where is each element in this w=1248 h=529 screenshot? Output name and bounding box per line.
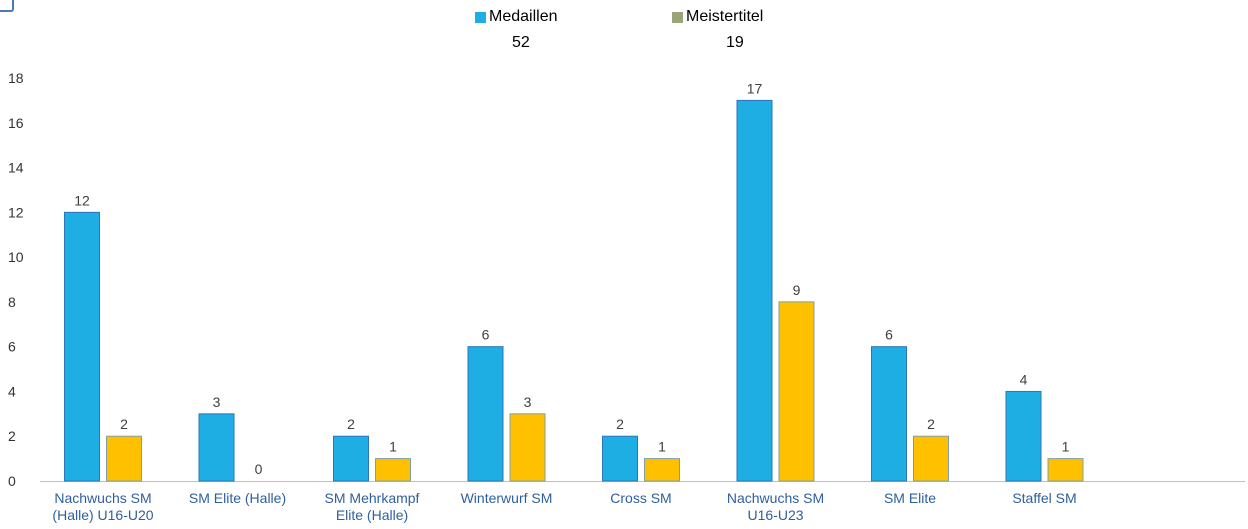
- bar-meistertitel: [913, 435, 949, 482]
- bar-meistertitel: [106, 435, 142, 482]
- x-category-label: (Halle) U16-U20: [52, 507, 153, 523]
- bar-medaillen: [736, 99, 773, 482]
- bar-medaillen: [602, 435, 638, 482]
- y-tick-label: 10: [8, 249, 24, 265]
- y-tick-label: 2: [8, 428, 16, 444]
- data-label-meistertitel: 1: [389, 439, 397, 455]
- bar-medaillen: [64, 211, 100, 482]
- corner-selection-mark: [0, 0, 14, 12]
- y-tick-label: 12: [8, 204, 24, 220]
- y-tick-label: 18: [8, 70, 24, 86]
- x-category-label: Elite (Halle): [336, 507, 408, 523]
- data-label-medaillen: 3: [213, 394, 221, 410]
- y-tick-label: 4: [8, 383, 16, 399]
- bar-medaillen: [467, 346, 504, 482]
- y-tick-label: 14: [8, 160, 24, 176]
- data-label-meistertitel: 0: [255, 461, 263, 477]
- x-category-label: Staffel SM: [1012, 490, 1076, 506]
- bar-medaillen: [1005, 390, 1042, 482]
- x-category-label: Nachwuchs SM: [727, 490, 824, 506]
- y-tick-label: 16: [8, 115, 24, 131]
- legend-item-medaillen: Medaillen: [475, 6, 557, 28]
- bar-meistertitel: [644, 458, 680, 482]
- legend-item-meistertitel: Meistertitel: [672, 6, 763, 28]
- legend-total-medaillen: 52: [512, 34, 530, 51]
- data-label-medaillen: 17: [747, 80, 763, 96]
- x-category-label: SM Mehrkampf: [325, 490, 420, 506]
- legend-swatch-meistertitel: [672, 11, 683, 23]
- data-label-medaillen: 2: [616, 416, 624, 432]
- y-tick-label: 6: [8, 339, 16, 355]
- bar-medaillen: [198, 413, 235, 482]
- x-category-label: Cross SM: [610, 490, 671, 506]
- bar-meistertitel: [375, 458, 411, 482]
- x-category-label: Nachwuchs SM: [54, 490, 151, 506]
- x-category-label: SM Elite (Halle): [189, 490, 286, 506]
- bar-meistertitel: [1047, 458, 1084, 482]
- x-category-label: SM Elite: [884, 490, 936, 506]
- legend-label-medaillen: Medaillen: [489, 8, 558, 25]
- legend-total-meistertitel: 19: [726, 34, 744, 51]
- y-tick-label: 8: [8, 294, 16, 310]
- bar-medaillen: [333, 435, 369, 482]
- x-category-label: U16-U23: [747, 507, 803, 523]
- legend-label-meistertitel: Meistertitel: [686, 8, 764, 25]
- legend-swatch-medaillen: [475, 11, 486, 23]
- data-label-meistertitel: 9: [793, 282, 801, 298]
- data-label-meistertitel: 2: [927, 416, 935, 432]
- data-label-medaillen: 6: [482, 327, 490, 343]
- bar-medaillen: [871, 346, 907, 482]
- y-tick-label: 0: [8, 473, 16, 489]
- data-label-meistertitel: 3: [524, 394, 532, 410]
- data-label-medaillen: 2: [347, 416, 355, 432]
- data-label-medaillen: 6: [885, 327, 893, 343]
- bar-meistertitel: [778, 301, 815, 482]
- data-label-medaillen: 12: [74, 192, 90, 208]
- data-label-medaillen: 4: [1020, 371, 1028, 387]
- x-category-label: Winterwurf SM: [461, 490, 553, 506]
- data-label-meistertitel: 1: [1062, 439, 1070, 455]
- bar-meistertitel: [509, 413, 546, 482]
- data-label-meistertitel: 2: [120, 416, 128, 432]
- data-label-meistertitel: 1: [658, 439, 666, 455]
